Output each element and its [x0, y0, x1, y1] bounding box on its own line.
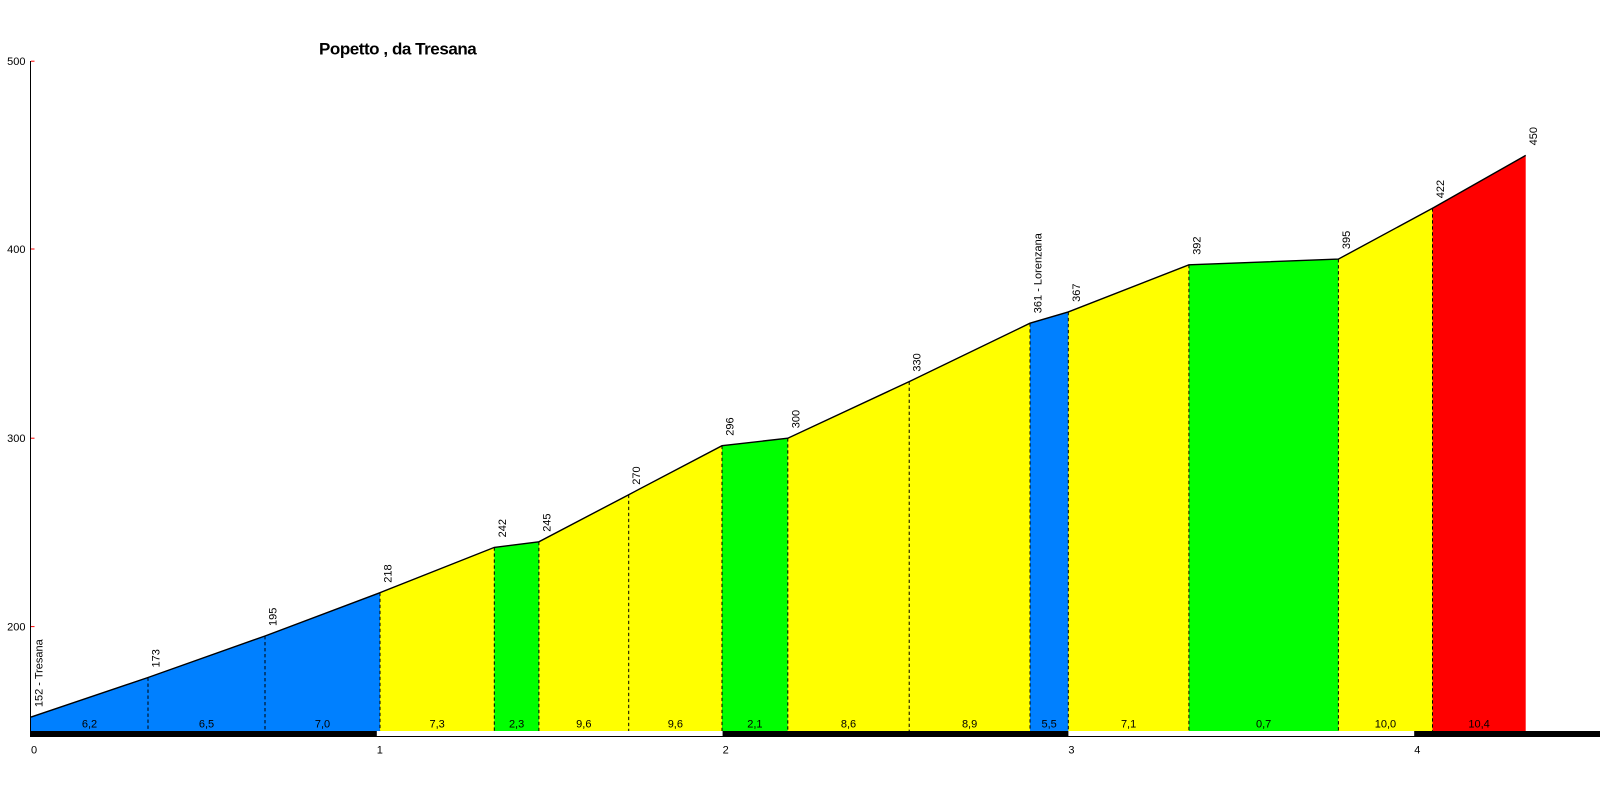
svg-text:392: 392 — [1191, 236, 1203, 254]
svg-text:200: 200 — [7, 622, 25, 634]
svg-text:173: 173 — [151, 649, 163, 667]
svg-text:296: 296 — [725, 417, 737, 435]
svg-text:2,3: 2,3 — [509, 719, 524, 731]
svg-text:500: 500 — [7, 56, 25, 68]
svg-text:3: 3 — [1068, 745, 1074, 757]
svg-text:330: 330 — [912, 353, 924, 371]
svg-text:8,9: 8,9 — [962, 719, 977, 731]
svg-text:0,7: 0,7 — [1256, 719, 1271, 731]
svg-text:218: 218 — [383, 564, 395, 582]
svg-text:400: 400 — [7, 244, 25, 256]
svg-text:8,6: 8,6 — [841, 719, 856, 731]
svg-text:361 - Lorenzana: 361 - Lorenzana — [1033, 232, 1045, 313]
svg-text:195: 195 — [268, 608, 280, 626]
svg-text:367: 367 — [1071, 284, 1083, 302]
svg-text:7,1: 7,1 — [1121, 719, 1136, 731]
svg-text:152 - Tresana: 152 - Tresana — [34, 638, 46, 707]
svg-text:6,5: 6,5 — [199, 719, 214, 731]
svg-text:7,3: 7,3 — [430, 719, 445, 731]
svg-text:450: 450 — [1528, 127, 1540, 145]
svg-text:9,6: 9,6 — [576, 719, 591, 731]
svg-text:1: 1 — [377, 745, 383, 757]
svg-text:270: 270 — [631, 466, 643, 484]
svg-text:10,4: 10,4 — [1468, 719, 1489, 731]
svg-text:245: 245 — [541, 513, 553, 531]
svg-text:7,0: 7,0 — [315, 719, 330, 731]
svg-text:300: 300 — [7, 433, 25, 445]
svg-text:422: 422 — [1435, 180, 1447, 198]
svg-text:Popetto , da Tresana: Popetto , da Tresana — [319, 39, 477, 58]
svg-text:242: 242 — [497, 519, 509, 537]
svg-text:5,5: 5,5 — [1042, 719, 1057, 731]
svg-text:6,2: 6,2 — [82, 719, 97, 731]
svg-text:9,6: 9,6 — [668, 719, 683, 731]
svg-text:2: 2 — [723, 745, 729, 757]
svg-text:10,0: 10,0 — [1375, 719, 1396, 731]
svg-text:395: 395 — [1341, 231, 1353, 249]
svg-text:4: 4 — [1414, 745, 1420, 757]
svg-text:0: 0 — [31, 745, 37, 757]
svg-text:300: 300 — [790, 410, 802, 428]
svg-text:2,1: 2,1 — [747, 719, 762, 731]
